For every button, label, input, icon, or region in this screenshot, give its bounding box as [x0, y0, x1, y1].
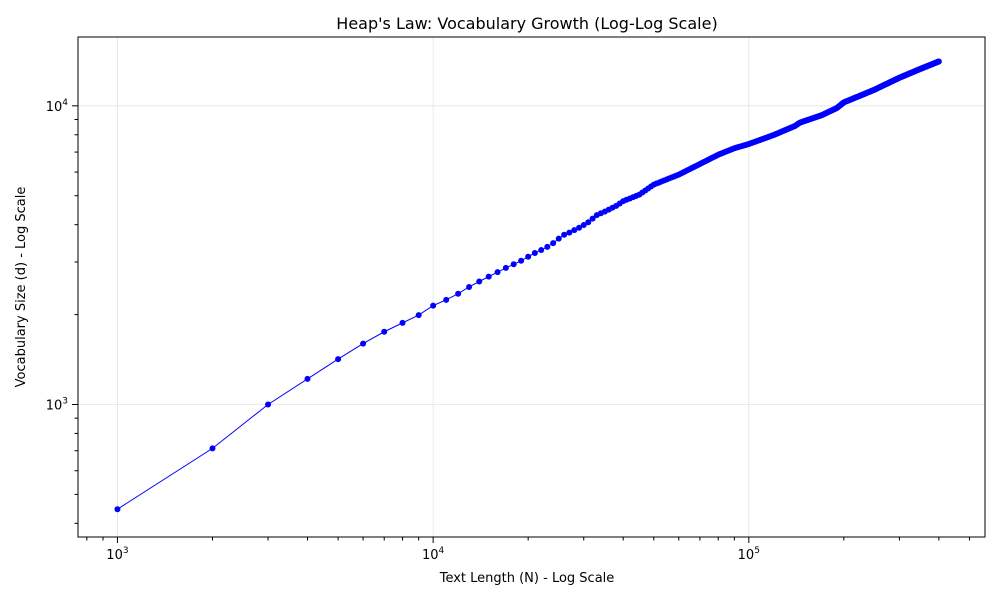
data-point [502, 264, 509, 271]
data-point [518, 257, 525, 264]
data-point [485, 273, 492, 280]
data-point [531, 249, 538, 256]
data-point [525, 253, 532, 260]
data-point [476, 278, 483, 285]
data-point [550, 240, 557, 247]
data-point [571, 227, 578, 234]
data-point [510, 261, 517, 268]
y-tick-base: 10 [46, 100, 63, 115]
data-point [443, 296, 450, 303]
y-tick-label: 103 [46, 396, 68, 413]
y-tick-label: 104 [46, 98, 69, 115]
data-point [561, 231, 568, 238]
data-point [466, 283, 473, 290]
plot-frame [77, 36, 986, 538]
data-point [544, 243, 551, 250]
data-point [114, 506, 121, 513]
data-point [335, 356, 342, 363]
x-tick-label: 105 [738, 546, 760, 563]
data-point [580, 222, 587, 229]
data-point [381, 328, 388, 335]
data-point [566, 229, 573, 236]
x-tick-label: 103 [106, 546, 128, 563]
data-point [576, 224, 583, 231]
data-point [494, 269, 501, 276]
x-tick-base: 10 [422, 548, 439, 563]
x-tick-label: 104 [422, 546, 445, 563]
series [114, 58, 942, 513]
x-tick-exponent: 5 [754, 546, 760, 556]
data-point [430, 302, 437, 309]
x-tick-exponent: 4 [439, 546, 445, 556]
data-point [209, 445, 216, 452]
x-axis-label: Text Length (N) - Log Scale [439, 571, 615, 586]
chart-title: Heap's Law: Vocabulary Growth (Log-Log S… [336, 14, 717, 33]
data-point [455, 290, 462, 297]
grid [78, 37, 985, 537]
x-tick-exponent: 3 [123, 546, 129, 556]
data-point [538, 247, 545, 254]
data-point [360, 340, 367, 347]
data-point [265, 401, 272, 408]
data-point [585, 219, 592, 226]
data-point [555, 235, 562, 242]
y-axis-label: Vocabulary Size (d) - Log Scale [14, 187, 29, 388]
data-point [935, 58, 942, 65]
y-tick-base: 10 [46, 398, 63, 413]
data-point [589, 215, 596, 222]
data-point [399, 319, 406, 326]
data-point [304, 375, 311, 382]
y-tick-exponent: 4 [62, 98, 68, 108]
x-tick-base: 10 [738, 548, 755, 563]
x-tick-base: 10 [106, 548, 123, 563]
y-tick-exponent: 3 [62, 396, 68, 406]
data-point [415, 312, 422, 319]
